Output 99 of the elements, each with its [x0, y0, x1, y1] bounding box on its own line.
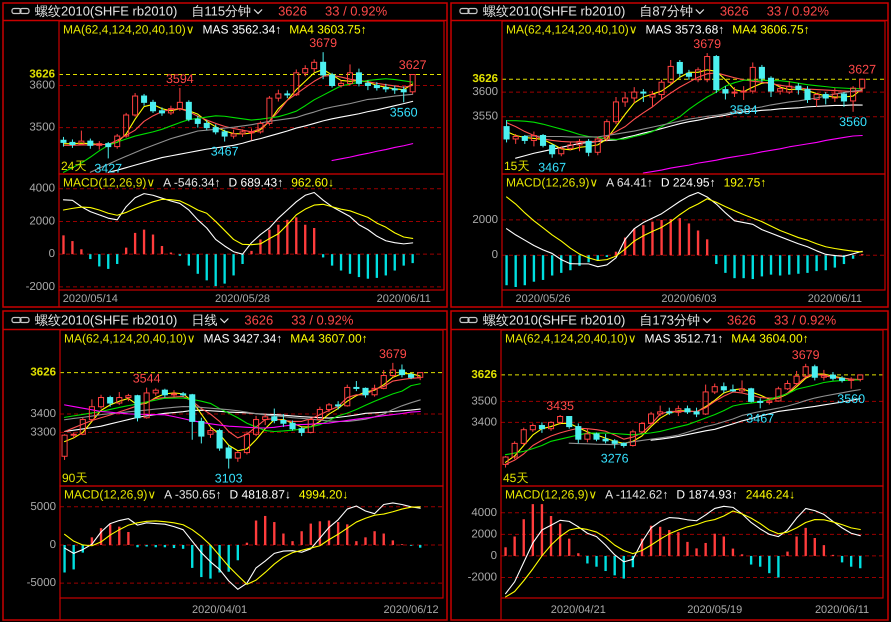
x-tick-label: 2020/06/11 [808, 293, 862, 305]
ref-line-label: 3626 [472, 73, 498, 86]
series-label: D 689.43↑ [228, 176, 284, 190]
series-label: 4994.20↓ [298, 488, 348, 502]
annotation: 3679 [693, 37, 722, 52]
y-tick-label: 0 [490, 550, 497, 562]
y-tick-label: 4000 [471, 506, 497, 519]
y-tick-label: 3600 [29, 79, 55, 92]
y-tick-label: 3300 [30, 426, 56, 438]
annotation: A -350.65↑ [164, 488, 222, 502]
x-tick-label: 2020/06/11 [814, 604, 870, 616]
text: MAS 3427.34↑ [204, 332, 282, 346]
ref-line-label: 3626 [30, 366, 56, 379]
annotation: 3560 [839, 114, 868, 129]
x-tick-label: 2020/05/26 [516, 293, 571, 305]
series-label: 2446.24↓ [746, 488, 796, 502]
legend-title: MACD(12,26,9)∨ [506, 176, 598, 190]
y-tick-label: 3500 [471, 395, 497, 408]
text: 3626 [244, 312, 274, 328]
annotation: 3276 [600, 451, 629, 466]
x-tick-label: 2020/06/12 [384, 604, 439, 616]
y-tick-label: 2000 [29, 215, 55, 228]
y-tick-label: 3400 [30, 408, 56, 420]
annotation: 3103 [214, 472, 243, 486]
y-tick-label: 4000 [29, 182, 55, 195]
legend-title: MA(62,4,124,20,40,10)∨ [63, 22, 195, 36]
chart-subtitle: 日线 [191, 312, 218, 328]
text: MA4 3603.75↑ [289, 22, 367, 36]
chart-title: 螺纹2010(SHFE rb2010) [483, 4, 626, 18]
annotation: 15天 [504, 159, 530, 173]
text: 3626 [278, 4, 307, 18]
annotation: 3467 [538, 160, 566, 175]
annotation: 3679 [378, 346, 407, 361]
series-label: D 224.95↑ [660, 176, 716, 190]
x-tick-label: 2020/04/21 [550, 604, 606, 616]
text: 3626 [727, 312, 756, 328]
annotation: 3627 [398, 58, 427, 72]
y-tick-label: 2000 [472, 214, 498, 226]
series-label: 962.60↓ [291, 176, 334, 190]
y-tick-label: 0 [50, 538, 56, 551]
annotation: 3627 [848, 62, 876, 77]
y-tick-label: 0 [492, 249, 498, 262]
annotation: 3679 [309, 36, 338, 50]
y-tick-label: 3500 [29, 122, 55, 134]
annotation: 3544 [132, 372, 161, 386]
chart-title: 螺纹2010(SHFE rb2010) [483, 312, 626, 328]
ref-line-label: 3626 [471, 368, 497, 381]
text: 3626 [720, 4, 749, 18]
legend-title: MACD(12,26,9)∨ [63, 176, 156, 190]
annotation: 3467 [210, 144, 239, 159]
chart-subtitle: 自115分钟 [191, 4, 252, 18]
annotation: 24天 [61, 159, 86, 173]
x-tick-label: 2020/05/19 [687, 604, 742, 616]
chart-title: 螺纹2010(SHFE rb2010) [35, 312, 178, 328]
legend-title: MA(62,4,124,20,40,10)∨ [505, 332, 637, 346]
x-tick-label: 2020/06/11 [376, 293, 431, 305]
annotation: 3679 [792, 348, 820, 362]
x-tick-label: 2020/05/14 [62, 293, 118, 305]
annotation: 3560 [390, 105, 418, 120]
chart-subtitle: 自173分钟 [639, 312, 700, 328]
legend-title: MA(62,4,124,20,40,10)∨ [506, 22, 638, 36]
chart-subtitle: 自87分钟 [639, 4, 693, 18]
x-tick-label: 2020/05/28 [215, 293, 270, 305]
legend-title: MACD(12,26,9)∨ [505, 488, 598, 502]
text: 33 / 0.92% [766, 4, 830, 18]
y-tick-label: 3600 [472, 86, 498, 98]
text: MA4 3604.00↑ [731, 332, 809, 346]
text: MAS 3573.68↑ [646, 22, 724, 36]
x-tick-label: 2020/06/03 [661, 293, 716, 305]
text: MA4 3606.75↑ [732, 22, 810, 36]
legend-title: MA(62,4,124,20,40,10)∨ [64, 332, 196, 346]
text: 33 / 0.92% [774, 312, 837, 328]
text: 33 / 0.92% [291, 312, 354, 328]
annotation: 3594 [166, 72, 194, 86]
annotation: A 64.41↑ [606, 176, 653, 190]
y-tick-label: -2000 [26, 280, 55, 293]
y-tick-label: 2000 [471, 528, 497, 540]
y-tick-label: 3550 [472, 110, 498, 123]
series-label: D 1874.93↑ [676, 488, 738, 502]
ref-line-label: 3626 [29, 68, 55, 81]
y-tick-label: 5000 [30, 500, 56, 513]
text: 33 / 0.92% [325, 4, 388, 18]
y-tick-label: -5000 [26, 577, 56, 590]
annotation: 90天 [62, 471, 88, 485]
annotation: 3435 [546, 399, 574, 414]
annotation: 45天 [503, 471, 528, 485]
annotation: A -1142.62↑ [605, 488, 668, 502]
text: MA4 3607.00↑ [290, 332, 368, 346]
series-label: 192.75↑ [724, 176, 766, 190]
y-tick-label: 3400 [471, 416, 497, 428]
y-tick-label: 0 [48, 248, 55, 260]
legend-title: MACD(12,26,9)∨ [64, 488, 156, 502]
text: MAS 3562.34↑ [202, 22, 282, 36]
text: MAS 3512.71↑ [644, 332, 724, 346]
x-tick-label: 2020/04/01 [192, 604, 248, 616]
annotation: A -546.34↑ [163, 176, 221, 190]
text: D 4818.87↓ [230, 488, 291, 502]
chart-title: 螺纹2010(SHFE rb2010) [35, 4, 178, 18]
y-tick-label: -2000 [468, 572, 497, 584]
